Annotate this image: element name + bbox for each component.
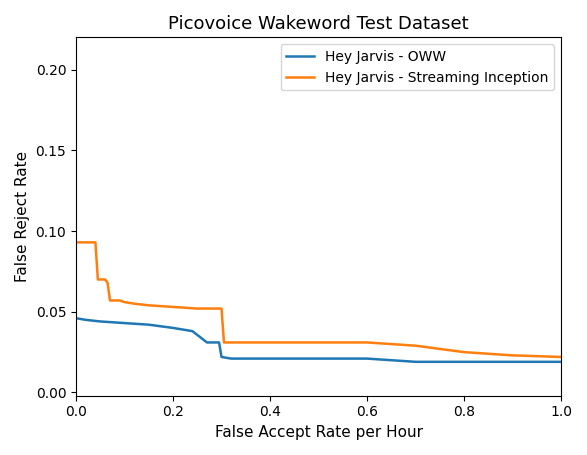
Hey Jarvis - OWW: [266, 356, 274, 361]
Hey Jarvis - Streaming Inception: [145, 303, 152, 308]
Hey Jarvis - OWW: [436, 359, 443, 364]
Title: Picovoice Wakeword Test Dataset: Picovoice Wakeword Test Dataset: [168, 15, 469, 33]
Hey Jarvis - OWW: [315, 356, 322, 361]
Hey Jarvis - Streaming Inception: [104, 280, 111, 285]
Hey Jarvis - OWW: [412, 359, 419, 364]
Hey Jarvis - OWW: [388, 358, 395, 363]
Hey Jarvis - OWW: [170, 325, 177, 331]
X-axis label: False Accept Rate per Hour: False Accept Rate per Hour: [214, 425, 423, 440]
Hey Jarvis - Streaming Inception: [218, 306, 225, 311]
Line: Hey Jarvis - Streaming Inception: Hey Jarvis - Streaming Inception: [76, 243, 561, 357]
Y-axis label: False Reject Rate: False Reject Rate: [15, 151, 30, 282]
Hey Jarvis - Streaming Inception: [242, 340, 249, 345]
Hey Jarvis - Streaming Inception: [131, 301, 138, 306]
Hey Jarvis - Streaming Inception: [509, 353, 516, 358]
Hey Jarvis - OWW: [242, 356, 249, 361]
Hey Jarvis - Streaming Inception: [92, 240, 99, 245]
Hey Jarvis - Streaming Inception: [315, 340, 322, 345]
Hey Jarvis - OWW: [460, 359, 467, 364]
Hey Jarvis - OWW: [82, 317, 89, 323]
Hey Jarvis - Streaming Inception: [73, 240, 80, 245]
Hey Jarvis - Streaming Inception: [460, 349, 467, 355]
Hey Jarvis - Streaming Inception: [116, 298, 123, 303]
Hey Jarvis - OWW: [215, 340, 222, 345]
Line: Hey Jarvis - OWW: Hey Jarvis - OWW: [76, 318, 561, 362]
Legend: Hey Jarvis - OWW, Hey Jarvis - Streaming Inception: Hey Jarvis - OWW, Hey Jarvis - Streaming…: [281, 44, 554, 91]
Hey Jarvis - Streaming Inception: [102, 277, 109, 282]
Hey Jarvis - OWW: [189, 329, 196, 334]
Hey Jarvis - Streaming Inception: [194, 306, 201, 311]
Hey Jarvis - Streaming Inception: [363, 340, 370, 345]
Hey Jarvis - Streaming Inception: [121, 299, 128, 305]
Hey Jarvis - Streaming Inception: [388, 341, 395, 347]
Hey Jarvis - Streaming Inception: [485, 351, 492, 356]
Hey Jarvis - OWW: [204, 340, 211, 345]
Hey Jarvis - Streaming Inception: [106, 298, 113, 303]
Hey Jarvis - OWW: [363, 356, 370, 361]
Hey Jarvis - OWW: [509, 359, 516, 364]
Hey Jarvis - Streaming Inception: [221, 340, 228, 345]
Hey Jarvis - OWW: [145, 322, 152, 328]
Hey Jarvis - Streaming Inception: [75, 240, 82, 245]
Hey Jarvis - Streaming Inception: [170, 304, 177, 310]
Hey Jarvis - OWW: [97, 319, 104, 324]
Hey Jarvis - OWW: [121, 320, 128, 326]
Hey Jarvis - OWW: [228, 356, 235, 361]
Hey Jarvis - Streaming Inception: [95, 277, 102, 282]
Hey Jarvis - OWW: [558, 359, 565, 364]
Hey Jarvis - Streaming Inception: [266, 340, 274, 345]
Hey Jarvis - OWW: [218, 354, 225, 360]
Hey Jarvis - Streaming Inception: [412, 343, 419, 349]
Hey Jarvis - OWW: [73, 315, 80, 321]
Hey Jarvis - Streaming Inception: [558, 354, 565, 360]
Hey Jarvis - Streaming Inception: [228, 340, 235, 345]
Hey Jarvis - Streaming Inception: [436, 346, 443, 352]
